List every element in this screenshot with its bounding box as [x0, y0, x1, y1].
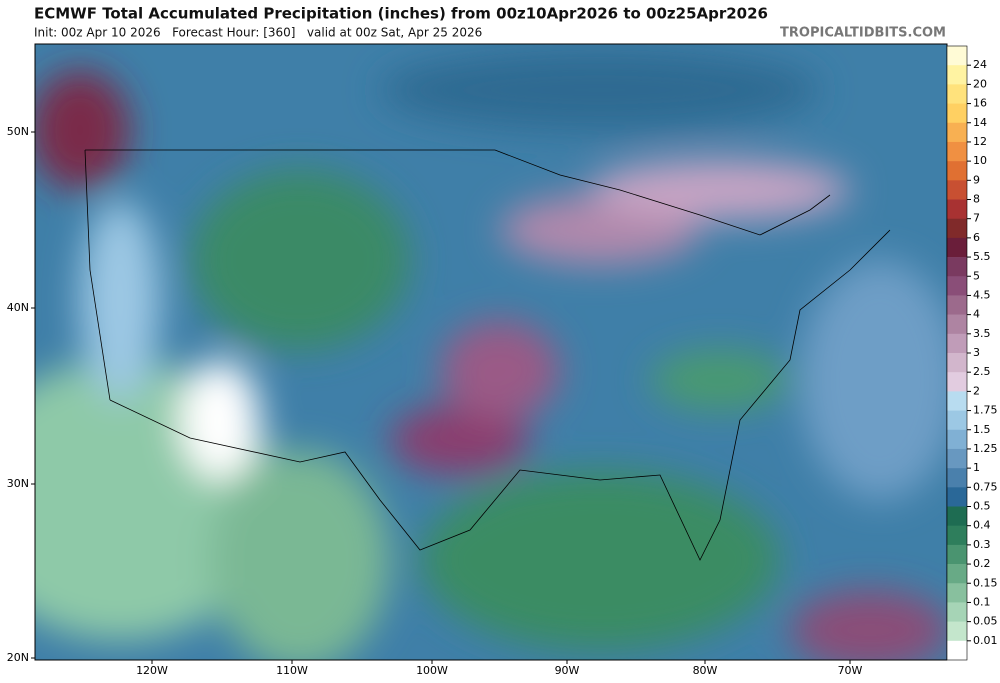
colorbar-swatch: [947, 372, 967, 392]
colorbar-swatch: [947, 276, 967, 296]
colorbar-label: 0.01: [973, 634, 998, 647]
title: ECMWF Total Accumulated Precipitation (i…: [34, 5, 768, 23]
colorbar-swatch: [947, 621, 967, 642]
colorbar-label: 12: [973, 135, 987, 148]
lat-label: 50N: [7, 125, 29, 138]
lat-label: 30N: [7, 477, 29, 490]
colorbar-label: 6: [973, 231, 980, 244]
colorbar-label: 9: [973, 173, 980, 186]
colorbar-label: 8: [973, 193, 980, 206]
colorbar-swatch: [947, 314, 967, 335]
colorbar-label: 1.75: [973, 404, 998, 417]
colorbar-label: 0.15: [973, 576, 998, 589]
colorbar-swatch: [947, 257, 967, 277]
colorbar-swatch: [947, 84, 967, 104]
colorbar-swatch: [947, 122, 967, 143]
colorbar-swatch: [947, 468, 967, 488]
colorbar-swatch: [947, 161, 967, 181]
lat-label: 20N: [7, 651, 29, 664]
colorbar-label: 16: [973, 97, 987, 110]
colorbar-swatch: [947, 525, 967, 546]
colorbar-label: 0.75: [973, 480, 998, 493]
subtitle: Init: 00z Apr 10 2026 Forecast Hour: [36…: [34, 26, 482, 40]
colorbar-swatch: [947, 333, 967, 354]
colorbar-swatch: [947, 640, 967, 661]
colorbar-swatch: [947, 103, 967, 124]
colorbar-label: 5: [973, 269, 980, 282]
lat-label: 40N: [7, 301, 29, 314]
colorbar-swatch: [947, 353, 967, 373]
colorbar-swatch: [947, 564, 967, 584]
lon-label: 90W: [555, 664, 580, 677]
colorbar-swatch: [947, 583, 967, 603]
colorbar-swatch: [947, 141, 967, 162]
colorbar-label: 0.4: [973, 519, 991, 532]
colorbar-label: 14: [973, 116, 987, 129]
colorbar-label: 1.25: [973, 442, 998, 455]
colorbar-label: 7: [973, 212, 980, 225]
colorbar-swatch: [947, 218, 967, 239]
colorbar-label: 24: [973, 58, 987, 71]
colorbar-swatch: [947, 602, 967, 622]
colorbar-label: 5.5: [973, 250, 991, 263]
colorbar-label: 10: [973, 154, 987, 167]
colorbar-label: 0.3: [973, 538, 991, 551]
colorbar-label: 0.5: [973, 500, 991, 513]
colorbar-swatch: [947, 46, 967, 66]
lon-label: 70W: [838, 664, 863, 677]
colorbar-swatch: [947, 487, 967, 507]
colorbar-label: 2: [973, 384, 980, 397]
colorbar-label: 4.5: [973, 288, 991, 301]
colorbar-swatch: [947, 506, 967, 526]
colorbar-label: 3.5: [973, 327, 991, 340]
colorbar-swatch: [947, 391, 967, 411]
colorbar-label: 20: [973, 77, 987, 90]
colorbar-label: 4: [973, 308, 980, 321]
colorbar-label: 1: [973, 461, 980, 474]
colorbar-label: 0.05: [973, 615, 998, 628]
lon-label: 110W: [276, 664, 308, 677]
colorbar-swatch: [947, 410, 967, 431]
colorbar-swatch: [947, 65, 967, 85]
colorbar-swatch: [947, 180, 967, 200]
colorbar-label: 3: [973, 346, 980, 359]
colorbar-swatch: [947, 448, 967, 469]
colorbar-label: 0.2: [973, 557, 991, 570]
colorbar-swatch: [947, 199, 967, 219]
colorbar-label: 1.5: [973, 423, 991, 436]
colorbar-swatch: [947, 429, 967, 450]
lon-label: 120W: [136, 664, 168, 677]
colorbar-swatch: [947, 295, 967, 315]
colorbar-swatch: [947, 544, 967, 565]
precip-map: [35, 44, 947, 660]
lon-label: 100W: [416, 664, 448, 677]
colorbar-label: 0.1: [973, 595, 991, 608]
lon-label: 80W: [693, 664, 718, 677]
colorbar-label: 2.5: [973, 365, 991, 378]
colorbar-swatch: [947, 237, 967, 258]
site-credit: TROPICALTIDBITS.COM: [780, 26, 946, 41]
